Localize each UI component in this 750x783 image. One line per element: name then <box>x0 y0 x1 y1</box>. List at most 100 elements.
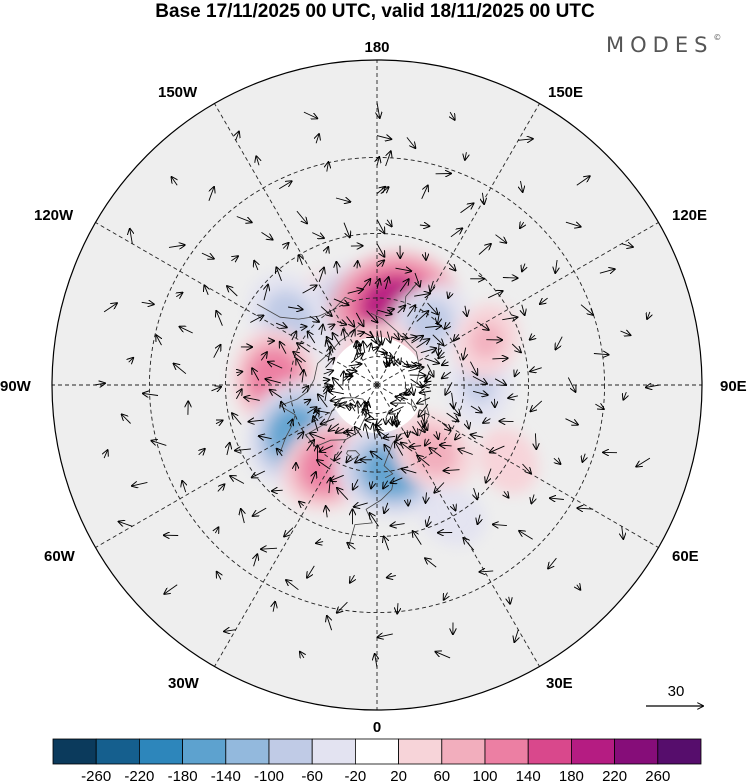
colorbar-tick-label: 100 <box>472 768 497 783</box>
wind-vector-282 <box>441 422 451 431</box>
meridian-30 <box>376 384 540 667</box>
wind-vector-125 <box>413 531 422 545</box>
wind-vector-221 <box>265 379 281 383</box>
wind-vector-99 <box>565 418 578 425</box>
wind-vector-160 <box>453 504 456 510</box>
wind-vector-122 <box>316 542 324 544</box>
wind-vector-40 <box>548 557 557 568</box>
colorbar: -260 -220 -180 -140 -100 -60 -20 20 60 100 140 180 2… <box>52 738 702 783</box>
wind-vector-34 <box>217 572 221 580</box>
wind-vector-315 <box>321 418 335 424</box>
colorbar-swatch-9 <box>441 738 486 765</box>
wind-vector-230 <box>353 479 358 489</box>
wind-vector-322 <box>373 424 375 440</box>
wind-vector-123 <box>347 543 356 550</box>
wind-vector-393 <box>400 361 409 367</box>
wind-vector-20 <box>621 244 633 247</box>
wind-vector-48 <box>465 152 467 160</box>
wind-vector-295 <box>397 306 406 314</box>
wind-vector-275 <box>371 452 383 461</box>
wind-vector-14 <box>514 629 518 642</box>
wind-vector-373 <box>363 409 375 420</box>
wind-vector-195 <box>426 492 427 502</box>
reference-vector: 30 <box>646 683 703 706</box>
wind-vector-223 <box>281 402 285 413</box>
wind-vector-313 <box>318 394 328 408</box>
wind-vector-66 <box>480 571 494 572</box>
wind-vector-216 <box>309 316 319 322</box>
wind-vector-224 <box>290 420 292 427</box>
wind-vector-387 <box>411 383 414 395</box>
wind-vector-159 <box>427 515 430 526</box>
colorbar-swatch-0 <box>52 738 97 765</box>
wind-vector-131 <box>531 400 543 411</box>
wind-vector-90 <box>261 548 278 549</box>
wind-vector-93 <box>387 576 396 578</box>
wind-vector-338 <box>426 364 433 377</box>
wind-vector-294 <box>407 305 416 317</box>
colorbar-tick-label: 220 <box>602 768 627 783</box>
wind-vector-254 <box>355 312 363 326</box>
wind-vector-215 <box>320 306 332 316</box>
meridian-150 <box>376 103 540 386</box>
wind-vector-300 <box>357 332 364 334</box>
meridian-240 <box>95 222 378 386</box>
wind-vector-388 <box>410 378 423 387</box>
wind-vector-399 <box>378 350 393 358</box>
wind-vector-184 <box>244 397 260 400</box>
wind-vector-217 <box>299 327 307 328</box>
wind-vector-320 <box>355 427 363 438</box>
wind-vector-316 <box>329 423 340 431</box>
wind-vector-85 <box>174 364 187 375</box>
wind-vector-325 <box>383 436 396 438</box>
wind-vector-193 <box>384 502 388 513</box>
colorbar-tick-label: -260 <box>81 768 111 783</box>
wind-vector-179 <box>288 307 303 309</box>
meridian-330 <box>214 384 378 667</box>
wind-vector-22 <box>518 139 533 141</box>
lon-label-30e: 30E <box>546 675 573 692</box>
colorbar-tick-label: 260 <box>645 768 670 783</box>
wind-vector-15 <box>577 585 581 590</box>
wind-vector-61 <box>254 554 258 567</box>
wind-vector-134 <box>522 304 525 315</box>
wind-vector-49 <box>406 137 416 148</box>
colorbar-tick-label: -220 <box>124 768 154 783</box>
wind-vector-202 <box>494 378 506 385</box>
wind-vector-256 <box>337 321 346 324</box>
wind-vector-8 <box>119 522 133 527</box>
wind-vector-1 <box>303 111 317 118</box>
wind-vector-361 <box>343 371 344 386</box>
wind-vector-176 <box>336 262 337 274</box>
wind-vector-6 <box>94 383 105 385</box>
wind-vector-62 <box>286 580 299 591</box>
wind-vector-233 <box>391 478 403 483</box>
wind-vector-109 <box>343 222 350 238</box>
wind-vector-249 <box>414 294 430 297</box>
wind-vector-29 <box>141 302 154 304</box>
wind-vector-303 <box>333 333 341 346</box>
wind-vector-207 <box>448 292 450 298</box>
wind-vector-327 <box>407 430 408 437</box>
wind-vector-107 <box>380 187 389 194</box>
wind-vector-232 <box>383 480 388 489</box>
wind-vector-153 <box>272 490 283 491</box>
wind-vector-144 <box>276 267 282 281</box>
wind-vector-182 <box>261 352 267 361</box>
wind-vector-199 <box>471 435 484 438</box>
wind-vector-7 <box>104 450 108 459</box>
wind-vector-381 <box>389 406 404 414</box>
wind-vector-288 <box>442 362 449 365</box>
wind-vector-157 <box>370 513 379 527</box>
wind-vector-309 <box>322 380 330 381</box>
wind-vector-189 <box>311 472 316 484</box>
wind-vector-39 <box>509 596 510 604</box>
wind-vector-55 <box>176 293 182 297</box>
wind-vector-302 <box>343 329 345 341</box>
wind-vector-67 <box>519 531 533 540</box>
wind-vector-200 <box>483 419 491 423</box>
wind-vector-154 <box>299 502 304 506</box>
wind-vector-248 <box>427 302 438 314</box>
wind-vector-269 <box>310 433 326 440</box>
wind-vector-209 <box>415 272 420 287</box>
